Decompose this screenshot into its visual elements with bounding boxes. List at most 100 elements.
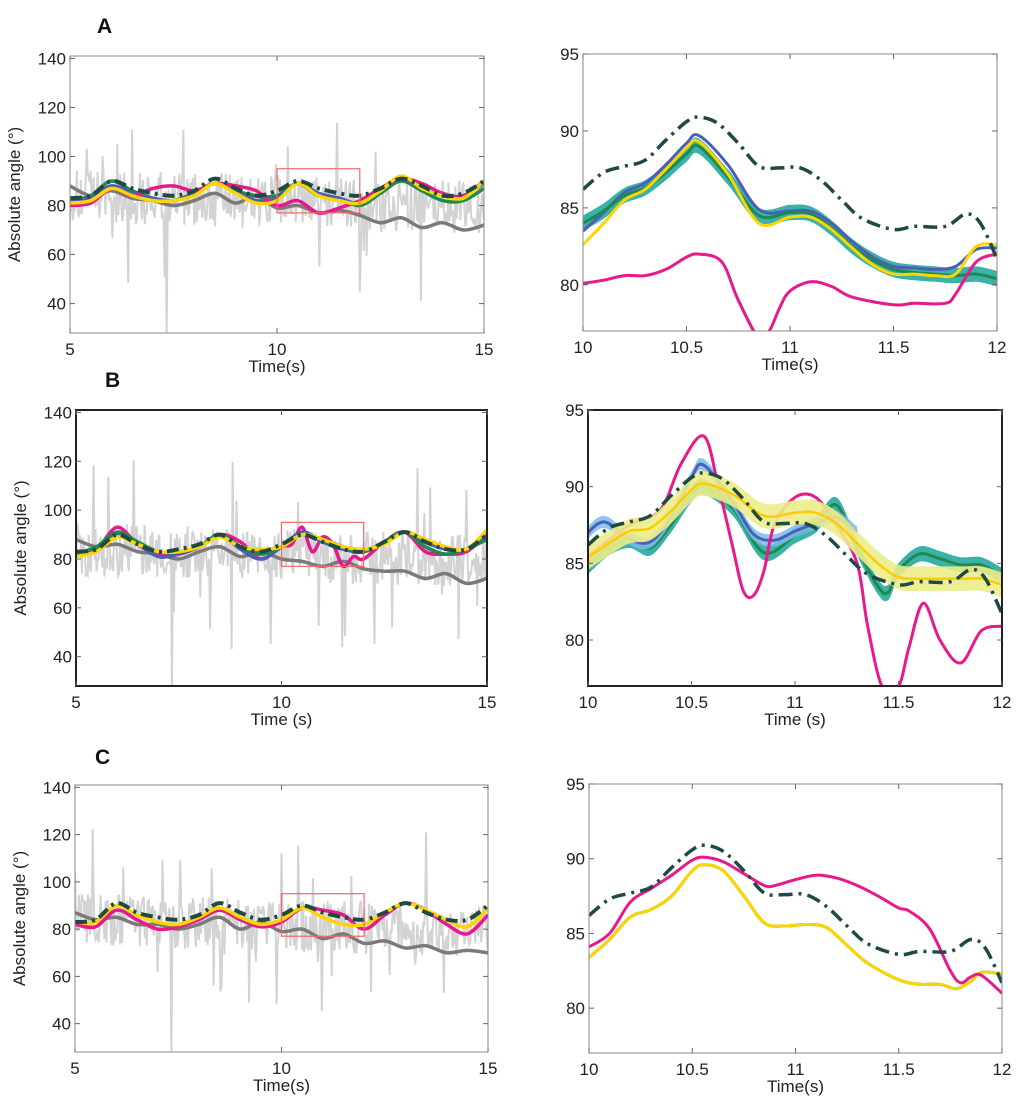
y-tick-label: 80 (47, 197, 66, 216)
y-tick-label: 120 (44, 452, 72, 471)
series-magenta (588, 434, 1002, 686)
y-tick-label: 80 (566, 999, 585, 1018)
x-tick-label: 11 (786, 693, 804, 712)
series-raw (75, 828, 488, 1052)
x-tick-label: 15 (475, 340, 494, 359)
x-tick-label: 10.5 (676, 1060, 709, 1079)
y-tick-label: 95 (565, 401, 584, 420)
axes-frame (588, 783, 1003, 1054)
y-tick-label: 80 (53, 550, 72, 569)
y-tick-label: 90 (560, 122, 579, 141)
x-tick-label: 15 (479, 1059, 498, 1078)
x-tick-label: 12 (988, 338, 1007, 357)
y-tick-label: 85 (566, 924, 585, 943)
y-tick-label: 120 (43, 826, 71, 845)
x-tick-label: 11.5 (878, 338, 910, 357)
plot-b-zoom: 80 85 90 95 10 10.5 11 11.5 12 Time (s) (565, 401, 1011, 729)
panel-label-b: B (105, 369, 120, 392)
y-tick-label: 60 (47, 246, 66, 265)
series-yellow (589, 863, 1002, 991)
y-tick-label: 95 (560, 45, 579, 64)
y-tick-label: 40 (53, 648, 72, 667)
series-blue (583, 133, 997, 271)
series-raw (70, 122, 484, 333)
x-tick-label: 10 (268, 340, 287, 359)
y-tick-label: 60 (53, 599, 72, 618)
x-tick-label: 11.5 (883, 693, 915, 712)
x-tick-label: 10 (272, 1059, 291, 1078)
zoom-region-box (280, 521, 365, 567)
y-tick-label: 60 (52, 967, 71, 986)
series-magenta (589, 855, 1002, 995)
zoom-region-box (276, 168, 361, 214)
y-tick-label: 80 (52, 920, 71, 939)
plot-area (76, 459, 487, 686)
y-tick-label: 90 (566, 850, 585, 869)
x-tick-label: 10 (272, 693, 291, 712)
y-tick-label: 95 (566, 775, 585, 794)
series-yellow-mean (588, 482, 1002, 587)
y-tick-label: 40 (52, 1015, 71, 1034)
y-axis-label: Absolute angle (°) (10, 851, 29, 986)
x-tick-label: 10 (574, 338, 593, 357)
y-tick-label: 140 (38, 49, 66, 68)
series-reference (588, 471, 1002, 615)
series-reference (76, 530, 487, 555)
x-tick-label: 5 (65, 340, 74, 359)
plot-b-full: 40 60 80 100 120 140 5 10 15 Time (s) Absolute ang… (11, 403, 496, 729)
x-tick-label: 10 (579, 693, 598, 712)
y-tick-label: 120 (38, 98, 66, 117)
x-tick-label: 10 (580, 1060, 599, 1079)
x-tick-label: 11.5 (883, 1060, 915, 1079)
y-tick-label: 100 (43, 873, 71, 892)
y-tick-label: 80 (560, 276, 579, 295)
plot-area (588, 434, 1002, 686)
y-axis-label: Absolute angle (°) (5, 127, 24, 262)
y-tick-label: 100 (44, 501, 72, 520)
y-tick-label: 100 (38, 148, 66, 167)
series-yellow (583, 138, 997, 279)
series-magenta (583, 252, 997, 331)
y-tick-label: 140 (43, 778, 71, 797)
x-tick-label: 5 (70, 1059, 79, 1078)
y-axis-label: Absolute angle (°) (11, 480, 30, 615)
x-axis-label: Time(s) (762, 355, 819, 374)
x-tick-label: 10.5 (670, 338, 703, 357)
x-axis-label: Time (s) (251, 710, 313, 729)
y-tick-label: 80 (565, 631, 584, 650)
x-tick-label: 15 (478, 693, 497, 712)
y-tick-label: 140 (44, 403, 72, 422)
plot-c-full: 40 60 80 100 120 140 5 10 15 Time(s) Absolute angl… (10, 778, 497, 1095)
plot-a-zoom: 80 85 90 95 10 10.5 11 11.5 12 Time(s) (560, 45, 1006, 374)
plot-area (75, 828, 488, 1052)
plot-area (583, 115, 997, 331)
y-tick-label: 40 (47, 295, 66, 314)
plot-area (589, 843, 1002, 995)
series-green (583, 143, 997, 281)
x-tick-label: 12 (993, 693, 1012, 712)
plot-area (70, 122, 484, 333)
y-tick-label: 85 (565, 554, 584, 573)
series-yellow-band (588, 471, 1002, 598)
x-axis-label: Time (s) (764, 710, 826, 729)
x-tick-label: 12 (993, 1060, 1012, 1079)
y-tick-label: 85 (560, 199, 579, 218)
series-raw (76, 459, 487, 686)
plot-c-zoom: 80 85 90 95 10 10.5 11 11.5 12 Time(s) (566, 775, 1011, 1096)
x-tick-label: 11 (781, 338, 799, 357)
x-axis-label: Time(s) (767, 1077, 824, 1096)
zoom-region-box (280, 893, 365, 937)
plot-a-full: 40 60 80 100 120 140 5 10 15 Time(s) Absolute angl… (5, 49, 493, 376)
x-axis-label: Time(s) (249, 357, 306, 376)
panel-label-a: A (97, 15, 112, 38)
y-tick-label: 90 (565, 478, 584, 497)
panel-label-c: C (95, 746, 110, 769)
series-reference (75, 901, 488, 924)
x-tick-label: 5 (71, 693, 80, 712)
x-tick-label: 11 (787, 1060, 805, 1079)
x-axis-label: Time(s) (253, 1076, 310, 1095)
series-reference (583, 115, 997, 260)
x-tick-label: 10.5 (675, 693, 708, 712)
series-reference (589, 843, 1002, 984)
